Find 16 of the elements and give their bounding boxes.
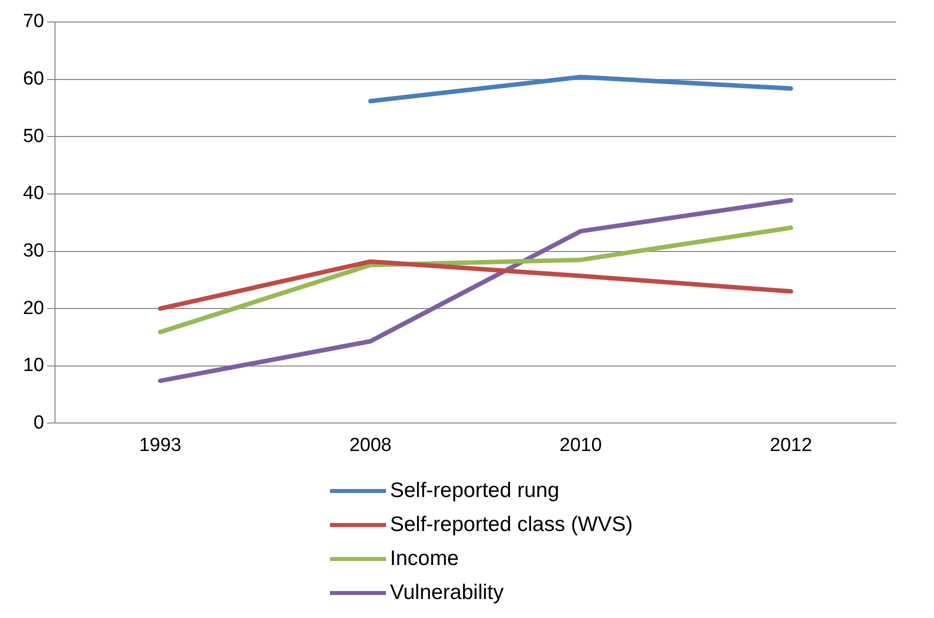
x-tick-label: 2010: [560, 434, 602, 456]
y-tick-label: 60: [22, 68, 44, 90]
y-tick-label: 40: [22, 183, 44, 204]
legend-label: Self-reported class (WVS): [390, 513, 633, 537]
y-tick-label: 50: [22, 126, 44, 147]
y-tick-label: 20: [22, 298, 44, 319]
y-tick-label: 10: [22, 355, 44, 376]
x-tick-label: 2012: [770, 434, 812, 456]
legend-label: Self-reported rung: [390, 479, 560, 503]
x-tick-label: 2008: [349, 434, 392, 456]
x-tick-label: 1993: [139, 434, 182, 456]
y-tick-label: 30: [22, 240, 44, 262]
y-tick-label: 0: [34, 412, 44, 434]
y-tick-label: 70: [22, 11, 44, 32]
legend-label: Vulnerability: [390, 581, 504, 605]
legend-label: Income: [390, 547, 459, 571]
